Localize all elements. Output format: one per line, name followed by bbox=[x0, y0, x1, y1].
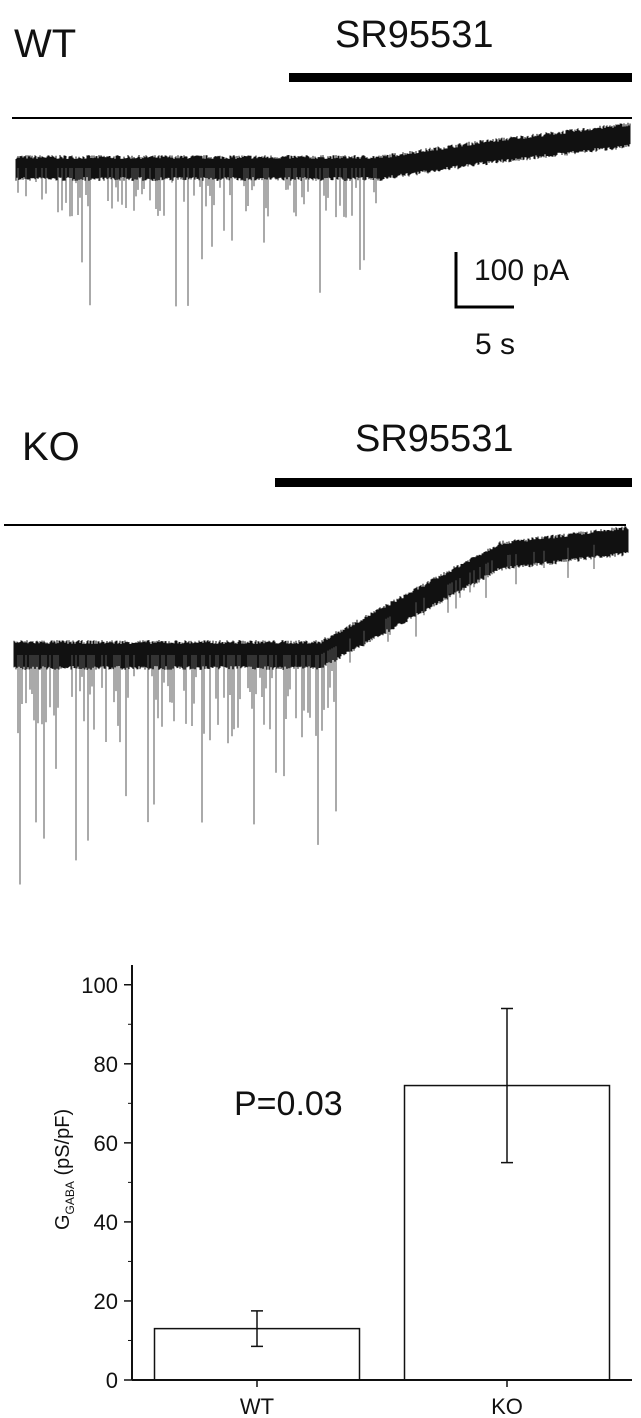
ko-drug-label: SR95531 bbox=[355, 418, 514, 460]
ko-drug-application-bar bbox=[275, 478, 632, 487]
wt-current-trace bbox=[15, 122, 631, 307]
y-tick-label-80: 80 bbox=[94, 1052, 118, 1077]
scale-bar-time-label: 5 s bbox=[475, 328, 516, 361]
bar-ko bbox=[403, 1084, 611, 1381]
p-value-annotation: P=0.03 bbox=[234, 1085, 343, 1123]
x-tick-label-wt: WT bbox=[240, 1394, 274, 1418]
y-tick-label-40: 40 bbox=[94, 1210, 118, 1235]
y-axis-label-unit: (pS/pF) bbox=[52, 1108, 74, 1176]
error-bar-ko bbox=[501, 1007, 513, 1164]
y-axis-label: GGABA (pS/pF) bbox=[52, 1109, 77, 1230]
wt-drug-application-bar bbox=[289, 73, 632, 82]
y-tick-label-100: 100 bbox=[81, 973, 118, 998]
x-tick-label-ko: KO bbox=[491, 1394, 523, 1418]
y-tick-label-60: 60 bbox=[94, 1131, 118, 1156]
bar-wt bbox=[153, 1327, 361, 1381]
y-tick-label-0: 0 bbox=[106, 1368, 118, 1393]
ko-panel-label: KO bbox=[22, 425, 80, 469]
scale-bar-current-label: 100 pA bbox=[474, 254, 570, 287]
y-tick-label-20: 20 bbox=[94, 1289, 118, 1314]
wt-drug-label: SR95531 bbox=[335, 14, 494, 56]
scale-bar bbox=[454, 252, 514, 309]
current-traces bbox=[4, 73, 632, 885]
y-axis-label-subscript: GABA bbox=[63, 1181, 77, 1215]
wt-panel-label: WT bbox=[14, 22, 77, 66]
error-bar-wt bbox=[251, 1310, 263, 1348]
y-axis-label-main: G bbox=[52, 1214, 74, 1230]
ko-current-trace bbox=[13, 526, 629, 885]
